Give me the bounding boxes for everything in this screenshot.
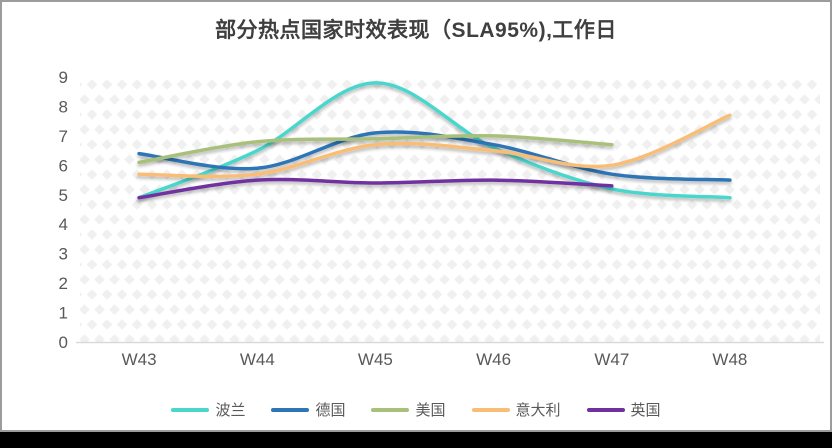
series-lines xyxy=(137,81,732,200)
y-axis-tick-label: 7 xyxy=(59,127,68,146)
y-axis-tick-labels: 0 1 2 3 4 5 6 7 8 9 xyxy=(59,68,68,352)
legend-label-poland: 波兰 xyxy=(215,402,246,419)
legend-swatch-poland xyxy=(171,407,210,412)
chart-panel: 0 1 2 3 4 5 6 7 8 9 W43 W44 W45 W46 W47 W48 部分热点国家时效表现… xyxy=(0,0,832,432)
legend-item-poland: 波兰 xyxy=(171,399,245,420)
x-axis-tick-label: W47 xyxy=(594,350,629,369)
plot-background xyxy=(80,75,820,342)
x-axis-tick-label: W43 xyxy=(122,350,157,369)
legend-label-uk: 英国 xyxy=(630,402,661,419)
legend-item-usa: 美国 xyxy=(371,399,446,420)
legend-swatch-usa xyxy=(371,407,410,412)
x-axis-tick-label: W46 xyxy=(476,350,511,369)
window-bottom-bar xyxy=(0,432,832,448)
y-axis-tick-label: 5 xyxy=(59,186,68,205)
y-axis-tick-label: 6 xyxy=(59,156,68,175)
x-axis-tick-label: W45 xyxy=(358,350,393,369)
legend-item-uk: 英国 xyxy=(586,399,661,420)
legend-label-italy: 意大利 xyxy=(515,402,561,419)
y-axis-tick-label: 3 xyxy=(59,245,68,264)
legend-label-usa: 美国 xyxy=(415,402,446,419)
y-axis-tick-label: 1 xyxy=(59,304,68,323)
series-line-poland xyxy=(137,81,732,200)
legend-swatch-germany xyxy=(271,407,310,412)
legend-swatch-uk xyxy=(586,407,625,412)
y-axis-tick-label: 0 xyxy=(59,333,68,352)
y-axis-tick-label: 4 xyxy=(59,215,68,234)
x-axis-tick-label: W44 xyxy=(240,350,275,369)
x-axis-tick-labels: W43 W44 W45 W46 W47 W48 xyxy=(122,350,748,369)
x-axis-tick-label: W48 xyxy=(712,350,747,369)
series-line-italy xyxy=(137,113,732,179)
chart-title: 部分热点国家时效表现（SLA95%),工作日 xyxy=(215,19,617,42)
y-axis-tick-label: 9 xyxy=(59,68,68,87)
series-line-germany xyxy=(137,130,732,182)
legend-item-italy: 意大利 xyxy=(471,399,561,420)
series-line-uk xyxy=(137,177,614,200)
legend-item-germany: 德国 xyxy=(271,399,345,420)
legend-label-germany: 德国 xyxy=(315,402,346,419)
y-axis-tick-label: 8 xyxy=(59,97,68,116)
chart-legend: 波兰 德国 美国 意大利 英国 xyxy=(2,399,830,420)
series-line-usa xyxy=(137,133,614,165)
legend-swatch-italy xyxy=(471,407,510,412)
y-axis-tick-label: 2 xyxy=(59,274,68,293)
plot-area: 0 1 2 3 4 5 6 7 8 9 W43 W44 W45 W46 W47 W48 xyxy=(59,68,824,369)
